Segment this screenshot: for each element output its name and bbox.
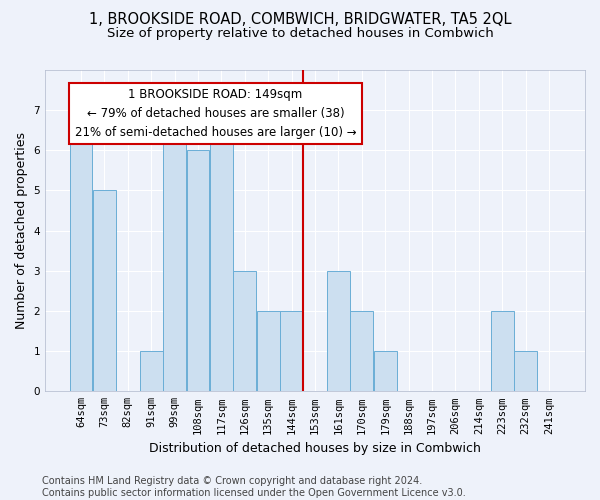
Bar [257, 311, 280, 392]
Bar [327, 271, 350, 392]
Bar [233, 271, 256, 392]
Bar [491, 311, 514, 392]
Text: Size of property relative to detached houses in Combwich: Size of property relative to detached ho… [107, 28, 493, 40]
Bar [187, 150, 209, 392]
Y-axis label: Number of detached properties: Number of detached properties [15, 132, 28, 329]
Bar [140, 351, 163, 392]
Bar [70, 110, 92, 392]
Bar [210, 110, 233, 392]
Bar [514, 351, 537, 392]
Bar [374, 351, 397, 392]
Text: 1 BROOKSIDE ROAD: 149sqm
← 79% of detached houses are smaller (38)
21% of semi-d: 1 BROOKSIDE ROAD: 149sqm ← 79% of detach… [75, 88, 356, 139]
Bar [280, 311, 303, 392]
Text: Contains HM Land Registry data © Crown copyright and database right 2024.
Contai: Contains HM Land Registry data © Crown c… [42, 476, 466, 498]
Bar [93, 190, 116, 392]
Text: 1, BROOKSIDE ROAD, COMBWICH, BRIDGWATER, TA5 2QL: 1, BROOKSIDE ROAD, COMBWICH, BRIDGWATER,… [89, 12, 511, 28]
Bar [163, 110, 186, 392]
Bar [350, 311, 373, 392]
X-axis label: Distribution of detached houses by size in Combwich: Distribution of detached houses by size … [149, 442, 481, 455]
